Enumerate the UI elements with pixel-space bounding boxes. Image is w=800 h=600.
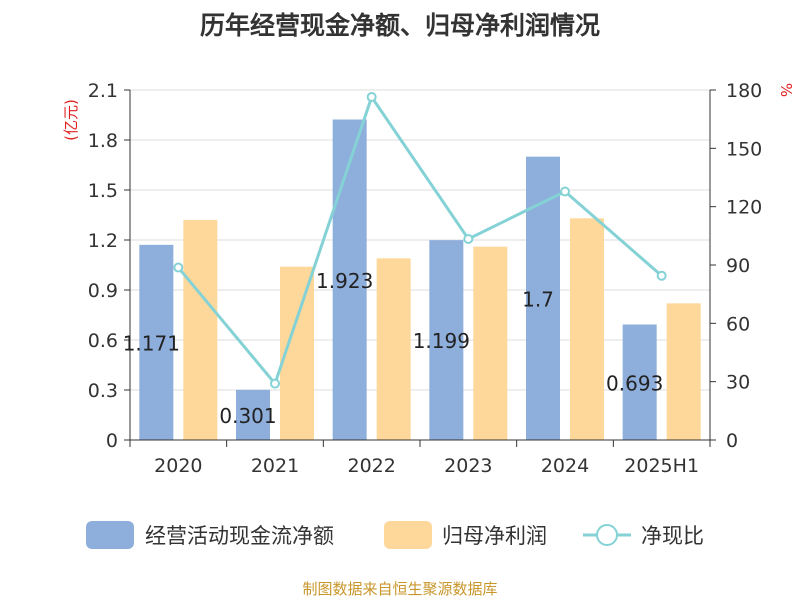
right-tick-label: 90 bbox=[726, 255, 750, 277]
legend-swatch-cashflow bbox=[86, 521, 134, 549]
legend-label-net-profit: 归母净利润 bbox=[442, 524, 547, 548]
right-tick-label: 0 bbox=[726, 430, 738, 452]
left-tick-label: 0.9 bbox=[88, 280, 118, 302]
left-tick-label: 0.6 bbox=[88, 330, 118, 352]
left-tick-label: 0.3 bbox=[88, 380, 118, 402]
data-label: 1.199 bbox=[413, 329, 470, 353]
bar-cashflow bbox=[429, 240, 464, 440]
left-axis-unit: (亿元) bbox=[62, 99, 80, 141]
ratio-point bbox=[173, 262, 184, 273]
x-tick-label: 2023 bbox=[444, 455, 492, 477]
right-tick-label: 60 bbox=[726, 313, 750, 335]
legend-swatch-net-profit bbox=[384, 521, 432, 549]
x-tick-label: 2025H1 bbox=[624, 455, 699, 477]
left-tick-label: 0 bbox=[106, 430, 118, 452]
x-tick-label: 2021 bbox=[251, 455, 299, 477]
bar-net-profit bbox=[570, 218, 604, 440]
right-tick-label: 150 bbox=[726, 138, 762, 160]
right-tick-label: 180 bbox=[726, 80, 762, 102]
data-labels: 1.171 0.301 1.923 1.199 1.7 0.693 bbox=[123, 269, 664, 428]
x-tick-label: 2024 bbox=[541, 455, 589, 477]
ratio-line bbox=[173, 92, 667, 389]
bar-cashflow bbox=[332, 119, 367, 440]
left-tick-label: 1.5 bbox=[88, 180, 118, 202]
bar-cashflow bbox=[139, 244, 174, 440]
left-tick-label: 1.2 bbox=[88, 230, 118, 252]
bars bbox=[139, 119, 701, 440]
chart-title: 历年经营现金净额、归母净利润情况 bbox=[200, 11, 600, 40]
source-note: 制图数据来自恒生聚源数据库 bbox=[302, 580, 497, 598]
data-label: 1.171 bbox=[123, 331, 180, 355]
left-tick-label: 2.1 bbox=[88, 80, 118, 102]
bar-cashflow bbox=[622, 324, 657, 440]
ratio-point bbox=[270, 378, 280, 389]
bar-net-profit bbox=[473, 246, 508, 440]
ratio-point bbox=[366, 92, 377, 102]
ratio-point bbox=[560, 186, 570, 197]
data-label: 0.693 bbox=[606, 371, 663, 395]
data-label: 1.923 bbox=[316, 269, 373, 293]
data-label: 0.301 bbox=[219, 404, 276, 428]
ratio-point bbox=[463, 233, 474, 244]
bar-net-profit bbox=[666, 303, 701, 440]
bar-net-profit bbox=[376, 258, 411, 440]
left-tick-label: 1.8 bbox=[88, 130, 118, 152]
axes: 0 0.3 0.6 0.9 1.2 1.5 1.8 2.1 0 30 60 90 120 150 180 20… bbox=[88, 80, 762, 477]
legend-label-cashflow: 经营活动现金流净额 bbox=[145, 524, 334, 548]
bar-cashflow bbox=[236, 389, 270, 440]
data-label: 1.7 bbox=[522, 287, 554, 311]
x-tick-label: 2022 bbox=[347, 455, 395, 477]
legend-label-ratio: 净现比 bbox=[641, 524, 704, 548]
x-tick-label: 2020 bbox=[154, 455, 202, 477]
right-tick-label: 30 bbox=[726, 372, 750, 394]
ratio-point bbox=[656, 270, 667, 281]
legend-marker-ratio bbox=[596, 524, 618, 546]
right-axis-unit: % bbox=[777, 83, 795, 97]
ratio-line-path bbox=[177, 93, 663, 387]
bar-net-profit bbox=[183, 220, 218, 440]
legend: 经营活动现金流净额 归母净利润 净现比 bbox=[86, 521, 704, 549]
grid-lines bbox=[130, 89, 710, 391]
right-tick-label: 120 bbox=[726, 197, 762, 219]
